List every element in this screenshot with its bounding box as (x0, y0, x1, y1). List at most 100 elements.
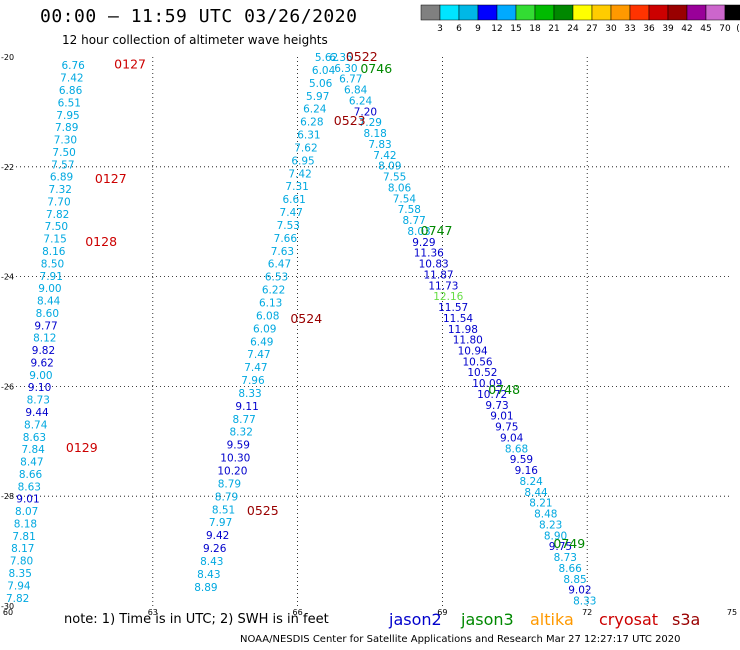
swh-value: 6.30 (334, 63, 357, 75)
y-tick-label: -22 (1, 163, 14, 172)
swh-value: 8.12 (33, 333, 56, 345)
swh-value: 6.84 (344, 85, 368, 97)
swh-value: 7.81 (12, 531, 35, 543)
colorbar-swatch (686, 4, 707, 21)
swh-value: 9.00 (29, 370, 52, 382)
swh-value: 8.66 (558, 563, 582, 575)
swh-value: 6.51 (58, 97, 81, 109)
colorbar-swatch (534, 4, 555, 21)
swh-value: 8.32 (230, 427, 253, 439)
swh-value: 10.52 (467, 367, 497, 379)
swh-value: 7.20 (354, 106, 377, 118)
legend-jason3: jason3 (461, 610, 514, 629)
swh-value: 7.32 (49, 184, 72, 196)
swh-value: 5.62 (315, 52, 338, 64)
swh-value: 6.61 (282, 194, 305, 206)
swh-value: 9.59 (227, 440, 250, 452)
colorbar-tick-label: 45 (700, 24, 711, 34)
swh-value: 10.94 (458, 345, 488, 357)
track-cryosat: 6.767.426.866.517.957.897.307.507.576.89… (6, 60, 85, 605)
swh-value: 11.80 (453, 335, 483, 347)
swh-value: 8.79 (215, 491, 238, 503)
swh-value: 6.76 (61, 60, 85, 72)
swh-value: 9.00 (38, 283, 61, 295)
swh-value: 9.26 (203, 543, 227, 555)
pass-time-label: 0128 (85, 234, 117, 249)
swh-value: 5.06 (309, 78, 333, 90)
swh-value: 7.94 (7, 580, 31, 592)
swh-value: 8.63 (23, 432, 46, 444)
swh-value: 6.22 (262, 285, 285, 297)
colorbar-swatch (477, 4, 498, 21)
swh-value: 9.77 (34, 320, 57, 332)
y-tick-label: -26 (1, 382, 14, 391)
y-tick-label: -24 (1, 273, 14, 282)
swh-value: 8.18 (14, 518, 37, 530)
swh-value: 8.43 (197, 569, 220, 581)
colorbar-unit-label: (ft) (736, 24, 740, 34)
swh-value: 5.97 (306, 91, 329, 103)
track-s3a: 5.626.045.065.976.246.286.317.626.957.42… (194, 52, 338, 594)
swh-value: 8.48 (534, 509, 557, 521)
swh-value: 7.97 (209, 517, 232, 529)
colorbar-tick-label: 18 (529, 24, 541, 34)
page-subtitle: 12 hour collection of altimeter wave hei… (62, 33, 328, 47)
swh-value: 10.20 (217, 465, 247, 477)
swh-value: 7.42 (373, 150, 396, 162)
pass-time-label: 0746 (360, 61, 392, 76)
colorbar-swatch (420, 4, 441, 21)
swh-value: 8.47 (20, 457, 43, 469)
swh-value: 8.73 (27, 395, 50, 407)
pass-time-label: 0129 (66, 440, 98, 455)
swh-value: 10.56 (463, 356, 493, 368)
swh-value: 7.91 (40, 271, 63, 283)
swh-value: 10.30 (220, 453, 250, 465)
swh-value: 6.24 (349, 95, 373, 107)
swh-value: 8.18 (363, 128, 386, 140)
swh-value: 8.23 (539, 519, 562, 531)
swh-value: 7.30 (54, 135, 77, 147)
swh-value: 8.09 (378, 161, 401, 173)
pass-time-label: 0127 (114, 57, 146, 72)
swh-value: 7.55 (383, 172, 406, 184)
swh-value: 7.50 (45, 221, 68, 233)
swh-value: 7.47 (247, 349, 270, 361)
swh-value: 7.57 (51, 159, 74, 171)
swh-value: 9.62 (30, 357, 53, 369)
legend-s3a: s3a (672, 610, 701, 629)
swh-value: 7.53 (277, 220, 300, 232)
map-axes: 60 63 66 69 72 75 -20 -22 -24 -26 -28 -30 (1, 53, 737, 617)
x-tick-label: 60 (3, 608, 13, 617)
y-tick-label: -28 (1, 492, 14, 501)
swh-value: 7.83 (368, 139, 391, 151)
swh-value: 9.02 (568, 585, 591, 597)
swh-value: 10.09 (472, 378, 502, 390)
pass-time-label: 0748 (488, 382, 520, 397)
swh-value: 11.57 (438, 302, 468, 314)
swh-value: 8.33 (238, 388, 261, 400)
colorbar-tick-label: 30 (605, 24, 617, 34)
swh-value: 9.42 (206, 530, 229, 542)
x-tick-label: 72 (582, 608, 592, 617)
colorbar-swatch (572, 4, 593, 21)
swh-value: 6.24 (303, 104, 327, 116)
colorbar-tick-label: 36 (643, 24, 655, 34)
swh-value: 8.68 (505, 443, 528, 455)
colorbar-swatch (667, 4, 688, 21)
swh-value: 8.77 (402, 215, 425, 227)
colorbar-tick-label: 21 (548, 24, 559, 34)
colorbar-tick-label: 70 (719, 24, 731, 34)
swh-value: 7.84 (21, 444, 45, 456)
credit-text: NOAA/NESDIS Center for Satellite Applica… (240, 634, 681, 645)
swh-value: 7.42 (60, 73, 83, 85)
swh-value: 7.15 (43, 234, 66, 246)
swh-value: 11.36 (414, 248, 444, 260)
legend-jason2: jason2 (389, 610, 442, 629)
swh-value: 8.43 (200, 556, 223, 568)
swh-value: 8.24 (519, 476, 543, 488)
colorbar-swatch (610, 4, 631, 21)
swh-value: 8.50 (41, 258, 64, 270)
y-tick-label: -20 (1, 53, 14, 62)
swh-value: 11.98 (448, 324, 478, 336)
